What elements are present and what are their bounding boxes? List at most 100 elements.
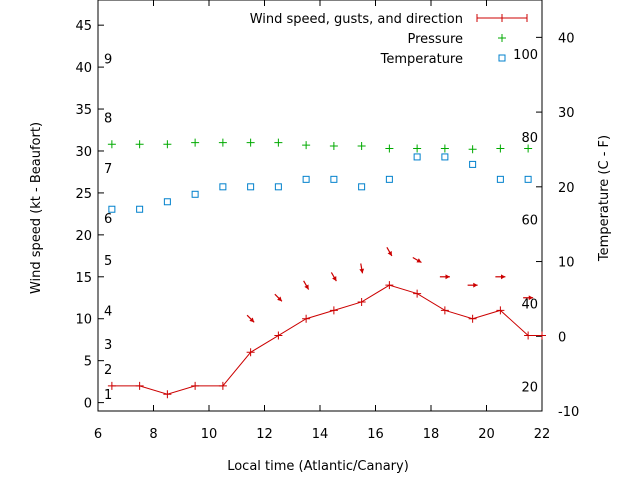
wind-speed-point (246, 348, 255, 357)
x-tick-label: 8 (149, 427, 157, 442)
wind-arrow-head (332, 276, 337, 282)
temperature-point (385, 175, 393, 183)
wind-speed-point (413, 289, 422, 298)
temperature-point (163, 198, 171, 206)
pressure-point (246, 138, 255, 147)
wind-arrow-icon (303, 280, 310, 290)
beaufort-label: 3 (104, 338, 112, 353)
wind-arrow-icon (330, 272, 337, 282)
axis-ticks (97, 0, 543, 412)
temperature-point (441, 153, 449, 161)
left-axis-title: Wind speed (kt - Beaufort) (29, 122, 44, 294)
legend-marker (498, 54, 506, 62)
wind-speed-line (111, 284, 542, 395)
right-tick-label: 20 (558, 181, 575, 196)
left-tick-label: 25 (75, 187, 92, 202)
left-tick-labels: 0 5 10 15 20 25 30 35 40 45 (75, 19, 92, 411)
right-tick-label: 40 (558, 31, 575, 46)
wind-arrow-icon (274, 293, 283, 302)
temperature-point (191, 190, 199, 198)
wind-arrow-icon (495, 274, 506, 280)
x-tick-label: 20 (478, 427, 495, 442)
fahrenheit-labels: 20 40 60 80 100 (513, 48, 538, 396)
wind-speed-point (302, 314, 311, 323)
wind-speed-point (538, 331, 546, 340)
pressure-point (357, 141, 366, 150)
wind-speed-point (163, 390, 172, 399)
fahrenheit-label: 40 (521, 297, 538, 312)
wind-arrow-head (416, 258, 422, 263)
pressure-point (302, 141, 311, 150)
fahrenheit-label: 60 (521, 214, 538, 229)
wind-speed-point (524, 331, 533, 340)
temperature-point (302, 175, 310, 183)
left-tick-label: 35 (75, 103, 92, 118)
x-tick-label: 6 (94, 427, 102, 442)
left-tick-label: 20 (75, 229, 92, 244)
left-tick-label: 30 (75, 145, 92, 160)
pressure-point (468, 145, 477, 154)
right-axis-title: Temperature (C - F) (597, 135, 612, 262)
left-tick-label: 15 (75, 271, 92, 286)
wind-arrow-head (304, 284, 309, 290)
pressure-point (274, 138, 283, 147)
pressure-point (163, 140, 172, 149)
wind-speed-point (329, 306, 338, 315)
wind-arrow-head (387, 250, 392, 256)
temperature-point (524, 175, 532, 183)
wind-speed-point (135, 381, 144, 390)
left-tick-label: 5 (84, 355, 92, 370)
wind-arrow-icon (412, 257, 422, 264)
beaufort-label: 5 (104, 254, 112, 269)
temperature-point (136, 205, 144, 213)
right-tick-labels: -10 0 10 20 30 40 (558, 31, 579, 420)
wind-speed-point (385, 281, 394, 290)
wind-arrow-icon (246, 314, 255, 323)
legend-marker (498, 34, 506, 42)
wind-speed-point (468, 314, 477, 323)
wind-speed-point (107, 381, 116, 390)
plot-frame (97, 0, 543, 412)
pressure-point (107, 140, 116, 149)
wind-speed-point (357, 297, 366, 306)
temperature-point (330, 175, 338, 183)
beaufort-label: 4 (104, 304, 112, 319)
temperature-point (219, 183, 227, 191)
x-tick-label: 12 (256, 427, 273, 442)
wind-arrow-icon (523, 295, 534, 301)
pressure-point (440, 144, 449, 153)
x-tick-labels: 6 8 10 12 14 16 18 20 22 (94, 427, 550, 442)
wind-speed-point (440, 306, 449, 315)
wind-direction-arrows (246, 247, 534, 323)
legend-label: Temperature (380, 52, 463, 67)
beaufort-labels: 1 2 3 4 5 6 7 8 9 (104, 53, 112, 404)
pressure-point (496, 144, 505, 153)
x-tick-label: 18 (423, 427, 440, 442)
x-tick-label: 10 (201, 427, 218, 442)
beaufort-label: 7 (104, 162, 112, 177)
right-tick-label: 0 (558, 330, 566, 345)
fahrenheit-label: 100 (513, 48, 538, 63)
temperature-point (469, 160, 477, 168)
temperature-point (247, 183, 255, 191)
temperature-point (274, 183, 282, 191)
fahrenheit-label: 20 (521, 380, 538, 395)
right-tick-label: -10 (558, 405, 579, 420)
wind-arrow-icon (386, 247, 393, 257)
wind-speed-point (496, 306, 505, 315)
wind-arrow-icon (439, 274, 450, 280)
wind-speed-point (274, 331, 283, 340)
pressure-point (135, 140, 144, 149)
temperature-point (358, 183, 366, 191)
beaufort-label: 8 (104, 111, 112, 126)
wind-speed-point (218, 381, 227, 390)
pressure-point (218, 138, 227, 147)
right-tick-label: 10 (558, 256, 575, 271)
left-tick-label: 0 (84, 397, 92, 412)
beaufort-label: 9 (104, 53, 112, 68)
legend: Wind speed, gusts, and direction Pressure… (250, 12, 528, 67)
wind-arrow-head (277, 296, 282, 302)
temperature-point (496, 175, 504, 183)
legend-label: Pressure (407, 32, 463, 47)
